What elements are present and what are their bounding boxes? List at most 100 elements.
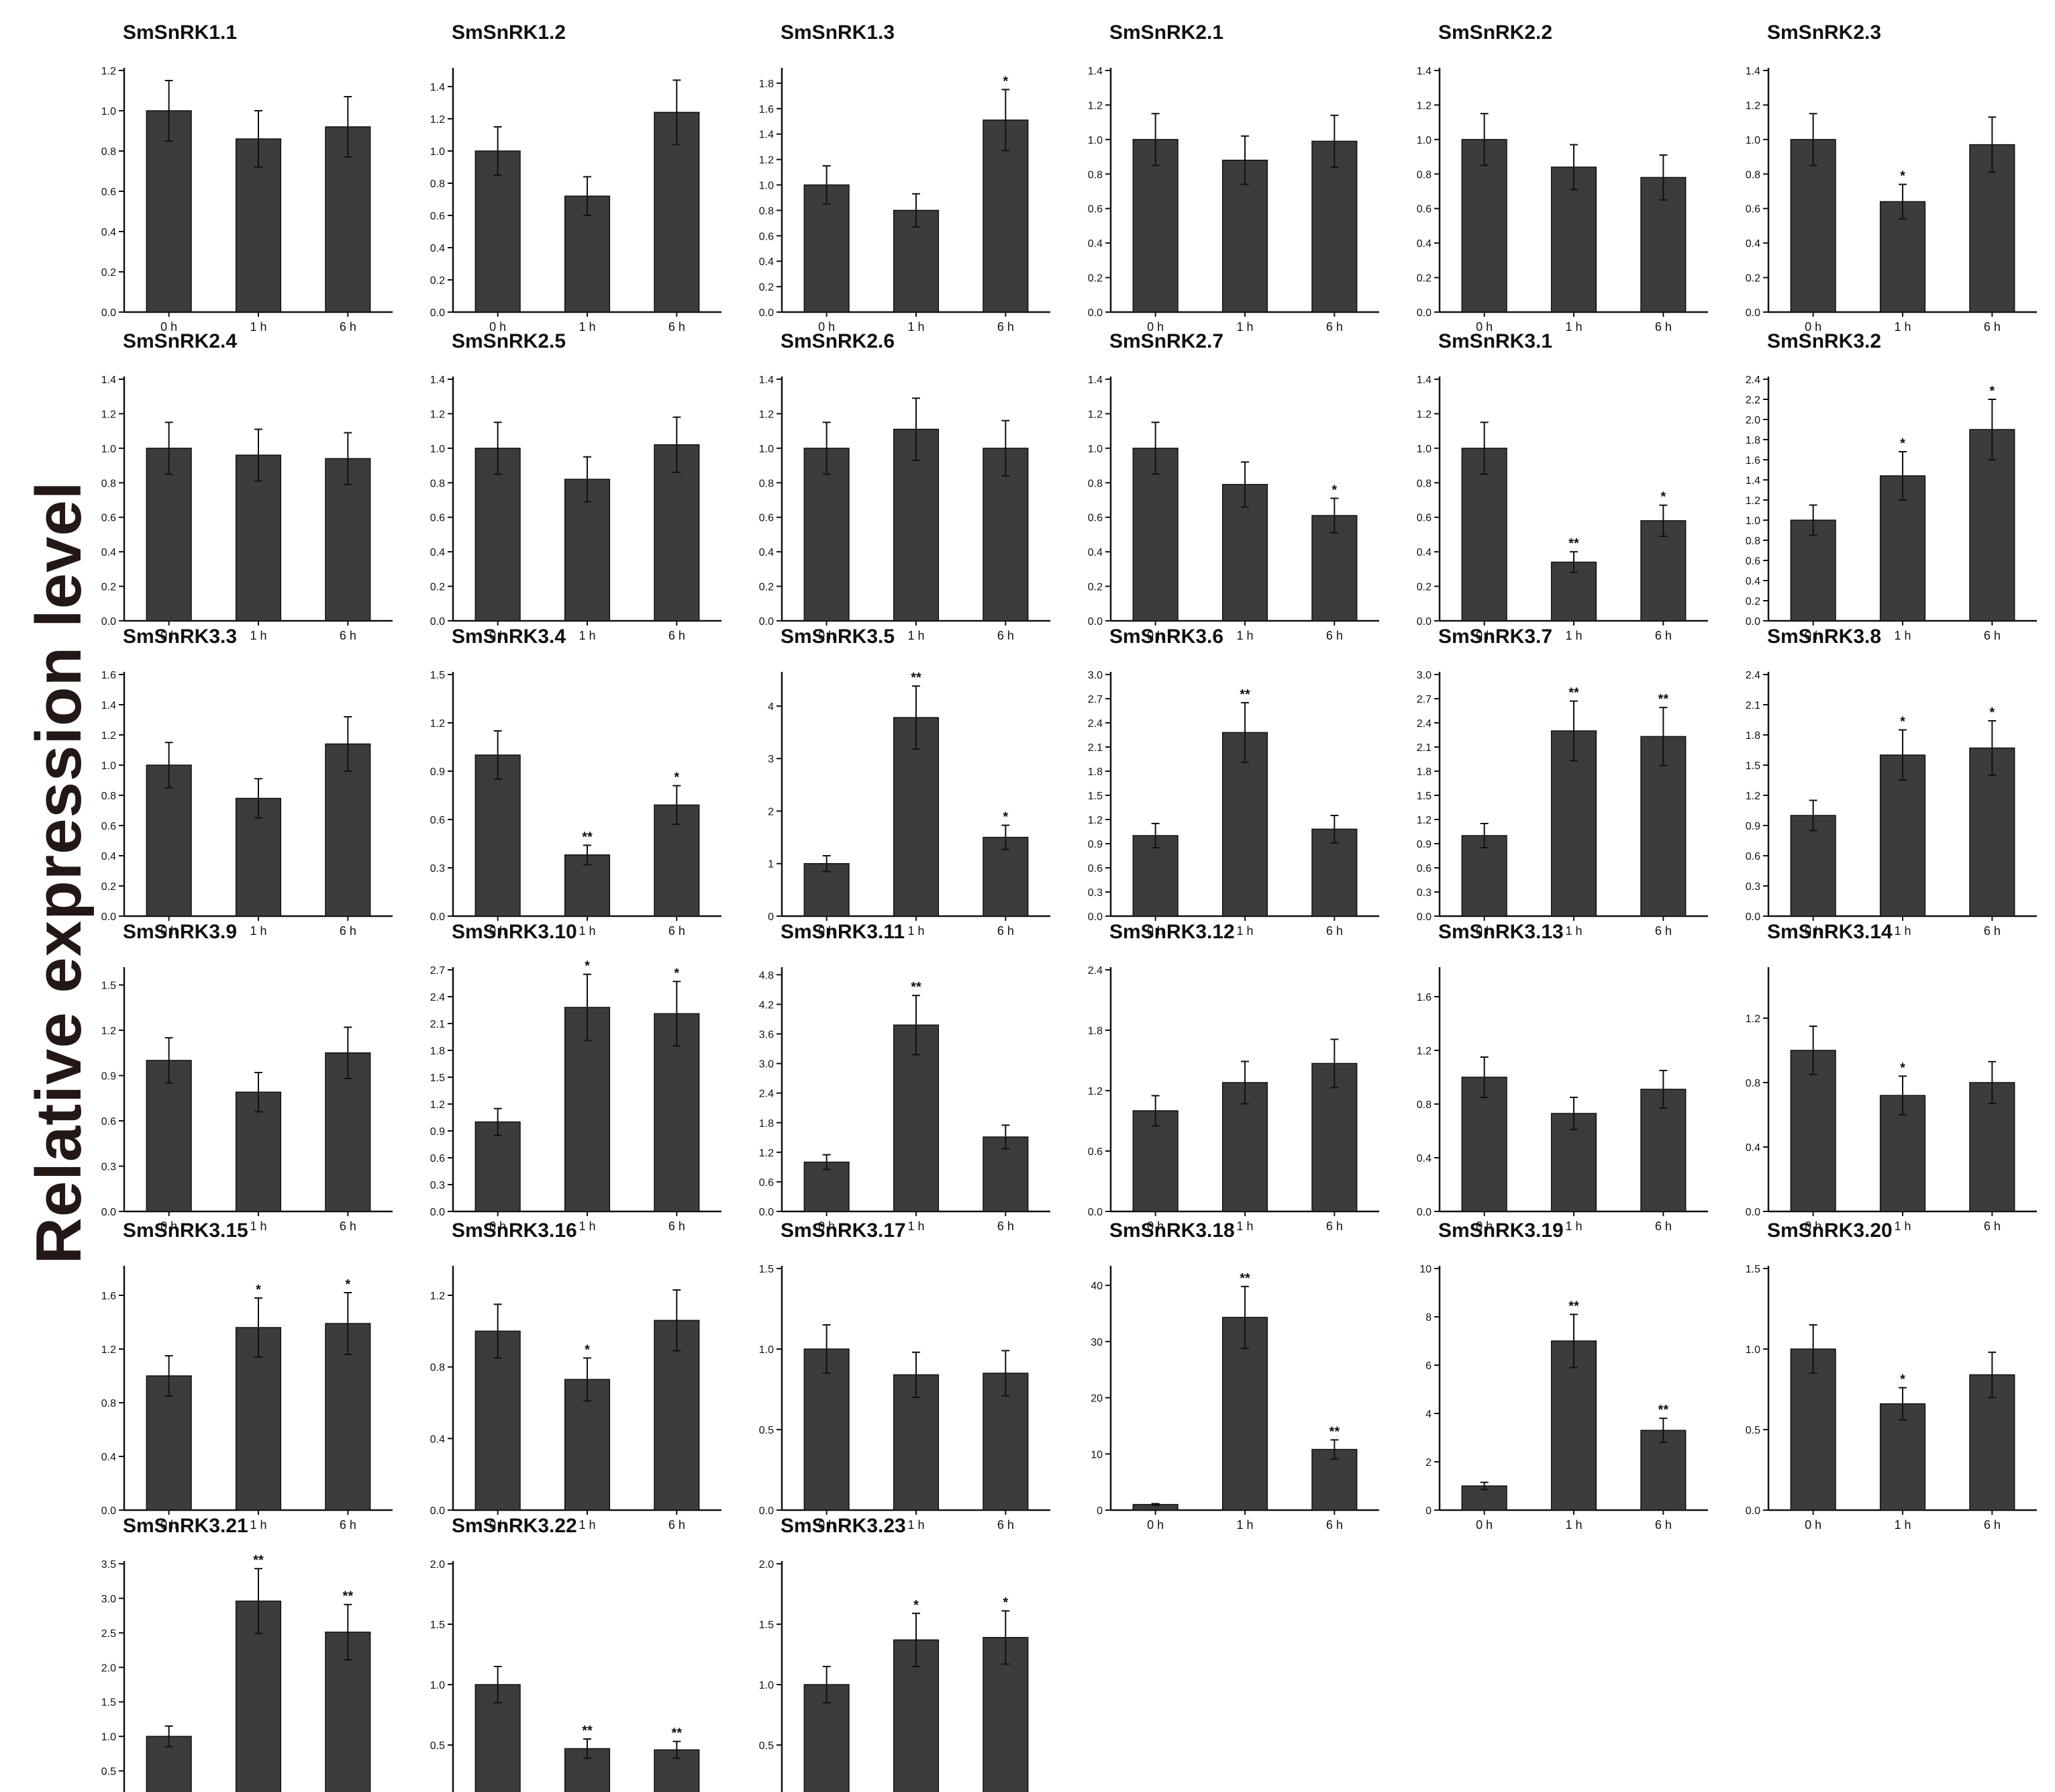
y-tick-label: 1.2	[759, 155, 774, 166]
y-tick-label: 0.4	[1746, 1142, 1760, 1154]
y-tick-label: 0.8	[1088, 478, 1103, 489]
x-tick-label: 1 h	[579, 320, 595, 334]
chart-title: SmSnRK3.12	[1109, 921, 1235, 943]
bar-0-h	[474, 448, 521, 621]
y-tick-label: 0.5	[1746, 1425, 1760, 1436]
chart-smsnrk1-3: SmSnRK1.3 0.0 0.2 0.4 0.6 0.8 1.0 1.2 1.4 1.6 1.8 0…	[759, 21, 1050, 334]
y-tick-label: 0.9	[1746, 821, 1760, 832]
chart-title: SmSnRK3.14	[1767, 921, 1893, 943]
x-tick-label: 0 h	[1147, 1518, 1164, 1532]
significance-mark: **	[343, 1589, 354, 1604]
x-tick-label: 0 h	[818, 1518, 835, 1532]
y-tick-label: 1.4	[759, 130, 774, 141]
x-tick-label: 6 h	[1984, 1518, 2001, 1532]
y-tick-label: 0.4	[1746, 238, 1760, 250]
y-tick-label: 0.2	[1088, 273, 1103, 285]
significance-mark: **	[1568, 536, 1579, 551]
y-tick-label: 1.8	[1746, 435, 1760, 446]
chart-title: SmSnRK3.6	[1109, 626, 1223, 648]
x-tick-label: 6 h	[1655, 924, 1672, 938]
x-tick-label: 1 h	[250, 629, 266, 642]
significance-mark: **	[1568, 1299, 1579, 1313]
bar-6-h	[325, 1052, 371, 1212]
y-tick-label: 0.0	[1746, 1207, 1760, 1218]
y-tick-label: 0.0	[1088, 307, 1103, 319]
y-tick-label: 0.2	[101, 267, 116, 279]
bar-0-h	[1790, 519, 1836, 621]
x-tick-label: 6 h	[1655, 1219, 1672, 1233]
x-tick-label: 6 h	[668, 1219, 685, 1233]
y-tick-label: 0.6	[430, 1153, 445, 1164]
y-tick-label: 0.8	[1417, 1099, 1432, 1111]
y-tick-label: 0.6	[101, 821, 116, 832]
chart-title: SmSnRK2.5	[452, 330, 566, 352]
y-tick-label: 2.5	[101, 1628, 116, 1640]
y-tick-label: 20	[1091, 1393, 1103, 1405]
y-tick-label: 1.4	[430, 375, 445, 386]
y-tick-label: 0.0	[1746, 911, 1760, 923]
y-tick-label: 1.5	[1746, 760, 1760, 772]
y-tick-label: 4.2	[759, 999, 774, 1011]
x-tick-label: 1 h	[579, 1518, 595, 1532]
bar-6-h	[983, 119, 1029, 313]
y-tick-label: 2.1	[430, 1019, 445, 1030]
y-tick-label: 0.2	[1417, 582, 1432, 593]
x-tick-label: 0 h	[489, 1219, 506, 1233]
y-tick-label: 1.0	[101, 1732, 116, 1743]
y-tick-label: 1.5	[1088, 791, 1103, 802]
y-tick-label: 0.2	[759, 282, 774, 293]
y-tick-label: 3.0	[1417, 670, 1432, 681]
bar-0-h	[474, 1121, 521, 1212]
bar-6-h	[983, 448, 1029, 621]
y-tick-label: 0.0	[430, 616, 445, 628]
bar-1-h	[1550, 166, 1597, 313]
x-tick-label: 6 h	[1655, 629, 1672, 642]
chart-title: SmSnRK3.22	[452, 1515, 577, 1537]
y-tick-label: 1.5	[759, 1264, 774, 1275]
y-tick-label: 0.4	[759, 547, 774, 558]
chart-smsnrk2-1: SmSnRK2.1 0.0 0.2 0.4 0.6 0.8 1.0 1.2 1.4 0 h 1 h 6…	[1088, 21, 1379, 334]
y-tick-label: 1.2	[1088, 100, 1103, 111]
y-tick-label: 0.4	[1088, 547, 1103, 558]
y-tick-label: 0.0	[1746, 1505, 1760, 1517]
y-tick-label: 1.0	[1417, 135, 1432, 146]
y-tick-label: 1.6	[759, 104, 774, 115]
chart-smsnrk1-2: SmSnRK1.2 0.0 0.2 0.4 0.6 0.8 1.0 1.2 1.4 0 h 1 h 6…	[430, 21, 721, 334]
significance-mark: *	[1989, 705, 1995, 720]
y-tick-label: 0.2	[1088, 582, 1103, 593]
bar-0-h	[1790, 139, 1836, 313]
bar-0-h	[803, 184, 850, 313]
x-tick-label: 6 h	[1326, 320, 1343, 334]
y-tick-label: 0.3	[1417, 887, 1432, 899]
y-tick-label: 1.2	[430, 409, 445, 420]
y-tick-label: 0.8	[759, 478, 774, 489]
chart-title: SmSnRK3.17	[781, 1219, 906, 1242]
y-tick-label: 0	[1425, 1505, 1432, 1517]
y-tick-label: 0.6	[759, 1177, 774, 1189]
chart-smsnrk3-17: SmSnRK3.17 0.0 0.5 1.0 1.5 0 h 1 h 6 h	[759, 1219, 1050, 1532]
chart-smsnrk3-19: SmSnRK3.19 0 2 4 6 8 10 0 h ** 1 h ** 6 h	[1419, 1219, 1708, 1532]
significance-mark: *	[1900, 1060, 1905, 1075]
x-tick-label: 0 h	[1805, 320, 1821, 334]
x-tick-label: 0 h	[818, 320, 835, 334]
y-tick-label: 0.8	[430, 478, 445, 489]
significance-mark: **	[582, 1724, 593, 1738]
chart-smsnrk3-6: SmSnRK3.6 0.0 0.3 0.6 0.9 1.2 1.5 1.8 2.1 2.4 2.7 3…	[1088, 626, 1379, 938]
y-tick-label: 1.2	[1746, 1013, 1760, 1025]
y-tick-label: 2.0	[1746, 415, 1760, 426]
chart-smsnrk3-13: SmSnRK3.13 0.0 0.4 0.8 1.2 1.6 0 h 1 h 6 h	[1417, 921, 1708, 1233]
y-tick-label: 0.4	[1088, 238, 1103, 250]
y-tick-label: 0.5	[759, 1740, 774, 1752]
y-tick-label: 1.2	[101, 1026, 116, 1037]
significance-mark: **	[582, 830, 593, 844]
chart-smsnrk3-20: SmSnRK3.20 0.0 0.5 1.0 1.5 0 h * 1 h 6 h	[1746, 1219, 2037, 1532]
y-tick-label: 3.6	[759, 1030, 774, 1041]
y-tick-label: 1.2	[1417, 1046, 1432, 1057]
y-tick-label: 3.0	[1088, 670, 1103, 681]
y-tick-label: 0.8	[759, 205, 774, 217]
chart-smsnrk3-4: SmSnRK3.4 0.0 0.3 0.6 0.9 1.2 1.5 0 h ** 1 h * 6 h	[430, 626, 721, 938]
chart-title: SmSnRK2.7	[1109, 330, 1223, 352]
significance-mark: *	[913, 1598, 919, 1613]
y-tick-label: 0.3	[430, 1180, 445, 1191]
y-tick-label: 0.0	[1746, 307, 1760, 319]
